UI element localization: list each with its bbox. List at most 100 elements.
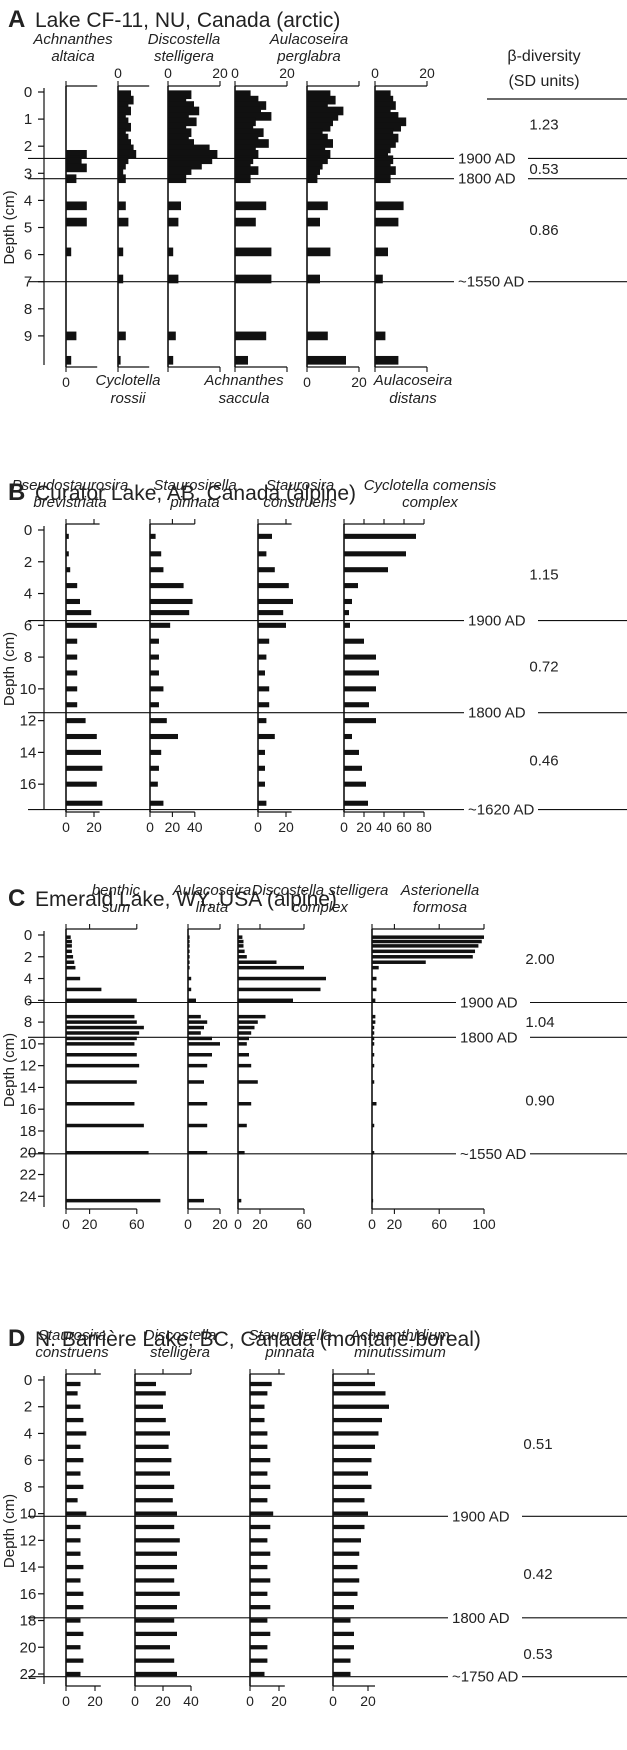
abundance-bar (307, 355, 346, 365)
abundance-bar (150, 686, 164, 692)
panel-d-title: N. Barrière Lake, BC, Canada (montane-bo… (35, 1328, 481, 1351)
abundance-bar (135, 1631, 177, 1637)
abundance-bar (135, 1381, 156, 1387)
abundance-bar (250, 1578, 271, 1583)
abundance-bar (188, 935, 190, 939)
abundance-bar (372, 1080, 375, 1084)
abundance-bar (307, 139, 333, 148)
beta-value: 0.51 (523, 1436, 552, 1453)
abundance-bar (168, 95, 187, 105)
abundance-bar (188, 1036, 212, 1041)
taxon-label-line1: Discostella (144, 1327, 217, 1344)
abundance-bar (235, 149, 259, 159)
taxon-label-line1: Aulacoseira (373, 372, 452, 389)
abundance-bar (118, 106, 131, 116)
abundance-bar (372, 976, 377, 981)
abundance-bar (333, 1444, 375, 1449)
abundance-bar (250, 1391, 268, 1396)
depth-tick-label: 8 (24, 1014, 32, 1031)
abundance-bar (258, 800, 267, 806)
beta-header-line1: β-diversity (507, 48, 580, 65)
abundance-bar (150, 800, 164, 806)
abundance-bar (150, 654, 159, 660)
abundance-bar (258, 718, 267, 724)
abundance-bar (66, 551, 69, 557)
abundance-bar (333, 1658, 351, 1663)
abundance-bar (344, 598, 352, 605)
depth-tick-label: 14 (20, 1559, 37, 1576)
taxon-scale-label: 20 (82, 1216, 98, 1232)
abundance-bar (135, 1645, 170, 1650)
abundance-bar (250, 1645, 268, 1650)
abundance-bar (150, 638, 159, 644)
date-label: 1800 AD (468, 705, 526, 722)
abundance-bar (375, 201, 404, 211)
taxon-scale-label: 20 (252, 1216, 268, 1232)
abundance-bar (66, 201, 87, 211)
abundance-bar (375, 139, 396, 148)
abundance-bar (66, 965, 76, 970)
abundance-bar (333, 1524, 365, 1530)
abundance-bar (66, 718, 86, 724)
abundance-bar (333, 1431, 379, 1436)
abundance-bar (307, 128, 323, 137)
abundance-bar (333, 1671, 351, 1677)
abundance-bar (118, 166, 124, 175)
abundance-bar (66, 149, 87, 159)
abundance-bar (258, 654, 267, 660)
panel-a: Depth (cm)01234567890Achnanthesaltaica0C… (1, 31, 627, 407)
depth-tick-label: 14 (20, 744, 37, 761)
abundance-bar (66, 1658, 84, 1663)
abundance-bar (118, 201, 126, 211)
abundance-bar (333, 1538, 361, 1543)
abundance-bar (188, 1080, 204, 1084)
abundance-bar (66, 1631, 84, 1637)
abundance-bar (66, 935, 71, 939)
panel-c-title: Emerald Lake, WY, USA (alpine) (35, 888, 337, 911)
abundance-bar (135, 1658, 175, 1663)
abundance-bar (372, 1031, 375, 1035)
abundance-bar (250, 1564, 268, 1570)
abundance-bar (235, 139, 269, 148)
abundance-bar (375, 160, 391, 170)
depth-tick-label: 6 (24, 1452, 32, 1469)
taxon-scale-label: 20 (387, 1216, 403, 1232)
abundance-bar (333, 1404, 389, 1409)
abundance-bar (135, 1458, 172, 1463)
abundance-bar (375, 166, 396, 175)
abundance-bar (238, 1063, 252, 1068)
abundance-bar (250, 1404, 265, 1409)
taxon-scale-label: 0 (184, 1216, 192, 1232)
abundance-bar (344, 567, 388, 573)
abundance-bar (250, 1458, 271, 1463)
abundance-bar (333, 1471, 368, 1476)
abundance-bar (238, 1080, 258, 1084)
depth-tick-label: 12 (20, 1532, 37, 1549)
depth-tick-label: 4 (24, 1425, 32, 1442)
abundance-bar (66, 1053, 137, 1057)
taxon-scale-label: 0 (246, 1693, 254, 1709)
abundance-bar (66, 1551, 81, 1556)
abundance-bar (344, 733, 352, 740)
abundance-bar (307, 166, 320, 175)
date-label: 1900 AD (468, 613, 526, 630)
abundance-bar (188, 998, 196, 1003)
depth-tick-label: 6 (24, 992, 32, 1009)
depth-tick-label: 2 (24, 554, 32, 571)
abundance-bar (66, 1645, 81, 1650)
abundance-bar (188, 1150, 208, 1155)
abundance-bar (375, 95, 394, 105)
taxon-label-line2: brevistriata (33, 494, 106, 511)
taxon-scale-label: 20 (165, 819, 181, 835)
beta-value: 0.46 (529, 752, 558, 769)
taxon-label-line1: benthic (92, 882, 141, 899)
panel-b-label: B (8, 479, 25, 506)
abundance-bar (238, 1053, 249, 1057)
abundance-bar (118, 122, 131, 132)
abundance-bar (344, 622, 350, 628)
abundance-bar (258, 551, 267, 557)
abundance-bar (66, 1063, 140, 1068)
abundance-bar (188, 976, 192, 981)
abundance-bar (238, 939, 244, 944)
abundance-bar (135, 1618, 175, 1623)
